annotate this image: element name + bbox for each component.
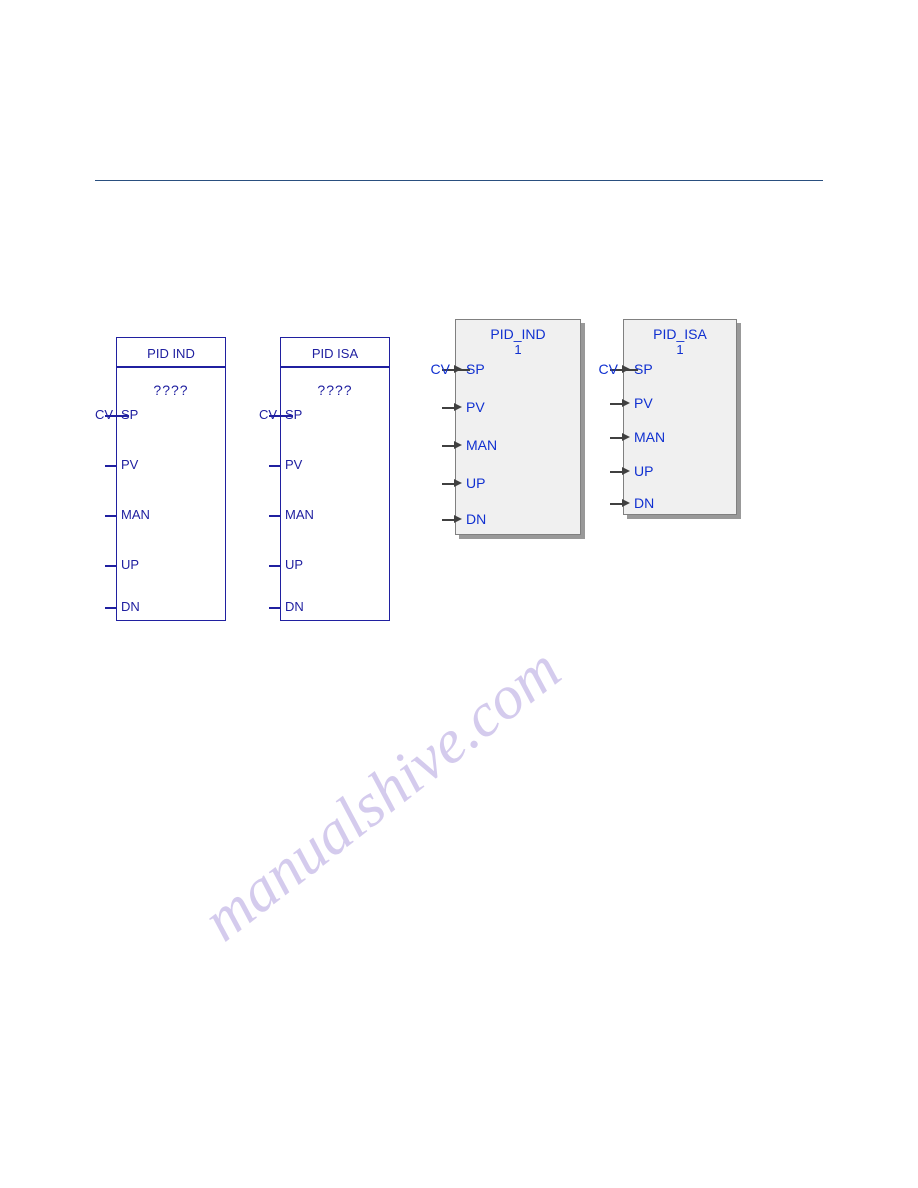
port-cv: CV xyxy=(599,361,618,377)
port-tick xyxy=(281,415,293,417)
port-pv: PV xyxy=(285,457,302,472)
port-tick xyxy=(269,465,281,467)
block-title: PID ISA xyxy=(281,346,389,361)
block-instance-placeholder: ???? xyxy=(281,382,389,398)
port-up: UP xyxy=(285,557,303,572)
block-title: PID_ISA xyxy=(624,326,736,342)
port-pv: PV xyxy=(121,457,138,472)
port-up: UP xyxy=(466,475,485,491)
block-instance-placeholder: ???? xyxy=(117,382,225,398)
port-up: UP xyxy=(634,463,653,479)
block-title: PID IND xyxy=(117,346,225,361)
block-body: PID_IND 1 SP CV PV MAN xyxy=(455,319,581,535)
block-divider xyxy=(117,366,225,368)
port-tick xyxy=(269,607,281,609)
port-up: UP xyxy=(121,557,139,572)
port-cv: CV xyxy=(95,407,113,422)
arrow-icon xyxy=(454,403,462,411)
port-cv: CV xyxy=(431,361,450,377)
block-instance-number: 1 xyxy=(624,342,736,357)
arrow-icon xyxy=(622,399,630,407)
port-dn: DN xyxy=(634,495,654,511)
block-title: PID_IND xyxy=(456,326,580,342)
arrow-icon xyxy=(622,433,630,441)
port-tick xyxy=(624,369,638,371)
port-man: MAN xyxy=(634,429,665,445)
diagram-area: PID IND ???? SP CV PV MAN UP DN PID ISA xyxy=(0,0,918,1188)
port-pv: PV xyxy=(634,395,653,411)
port-tick xyxy=(105,515,117,517)
port-tick xyxy=(269,565,281,567)
port-tick xyxy=(105,565,117,567)
block-pid-ind-modern: PID_IND 1 SP CV PV MAN xyxy=(455,319,585,539)
arrow-icon xyxy=(454,479,462,487)
arrow-icon xyxy=(622,467,630,475)
port-tick xyxy=(117,415,129,417)
block-body: PID_ISA 1 SP CV PV MAN xyxy=(623,319,737,515)
port-man: MAN xyxy=(466,437,497,453)
arrow-icon xyxy=(454,441,462,449)
port-dn: DN xyxy=(285,599,304,614)
port-pv: PV xyxy=(466,399,485,415)
port-tick xyxy=(105,465,117,467)
port-cv: CV xyxy=(259,407,277,422)
block-pid-isa-modern: PID_ISA 1 SP CV PV MAN xyxy=(623,319,743,519)
block-divider xyxy=(281,366,389,368)
port-dn: DN xyxy=(121,599,140,614)
arrow-icon xyxy=(622,499,630,507)
arrow-icon xyxy=(454,515,462,523)
port-tick xyxy=(456,369,470,371)
port-man: MAN xyxy=(121,507,150,522)
port-man: MAN xyxy=(285,507,314,522)
block-instance-number: 1 xyxy=(456,342,580,357)
port-tick xyxy=(105,607,117,609)
block-pid-ind-classic: PID IND ???? SP CV PV MAN UP DN xyxy=(116,337,226,621)
block-pid-isa-classic: PID ISA ???? SP CV PV MAN UP DN xyxy=(280,337,390,621)
port-tick xyxy=(269,515,281,517)
port-dn: DN xyxy=(466,511,486,527)
